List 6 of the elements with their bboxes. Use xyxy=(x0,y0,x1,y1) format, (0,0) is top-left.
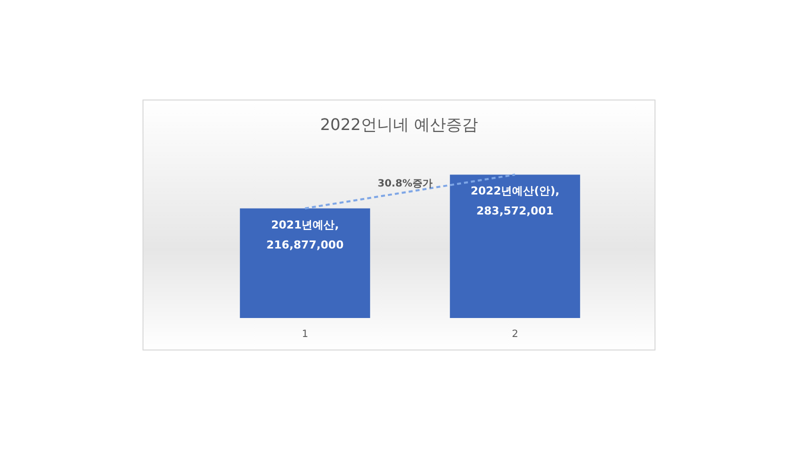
data-label: 2021년예산, 216,877,000 xyxy=(266,218,344,252)
annotation: 30.8%증가 xyxy=(378,178,432,190)
chart-title: 2022언니네 예산증감 xyxy=(320,115,478,134)
x-tick-label: 1 xyxy=(302,329,308,340)
x-tick-label: 2 xyxy=(512,329,518,340)
data-label: 2022년예산(안), 283,572,001 xyxy=(470,184,560,218)
